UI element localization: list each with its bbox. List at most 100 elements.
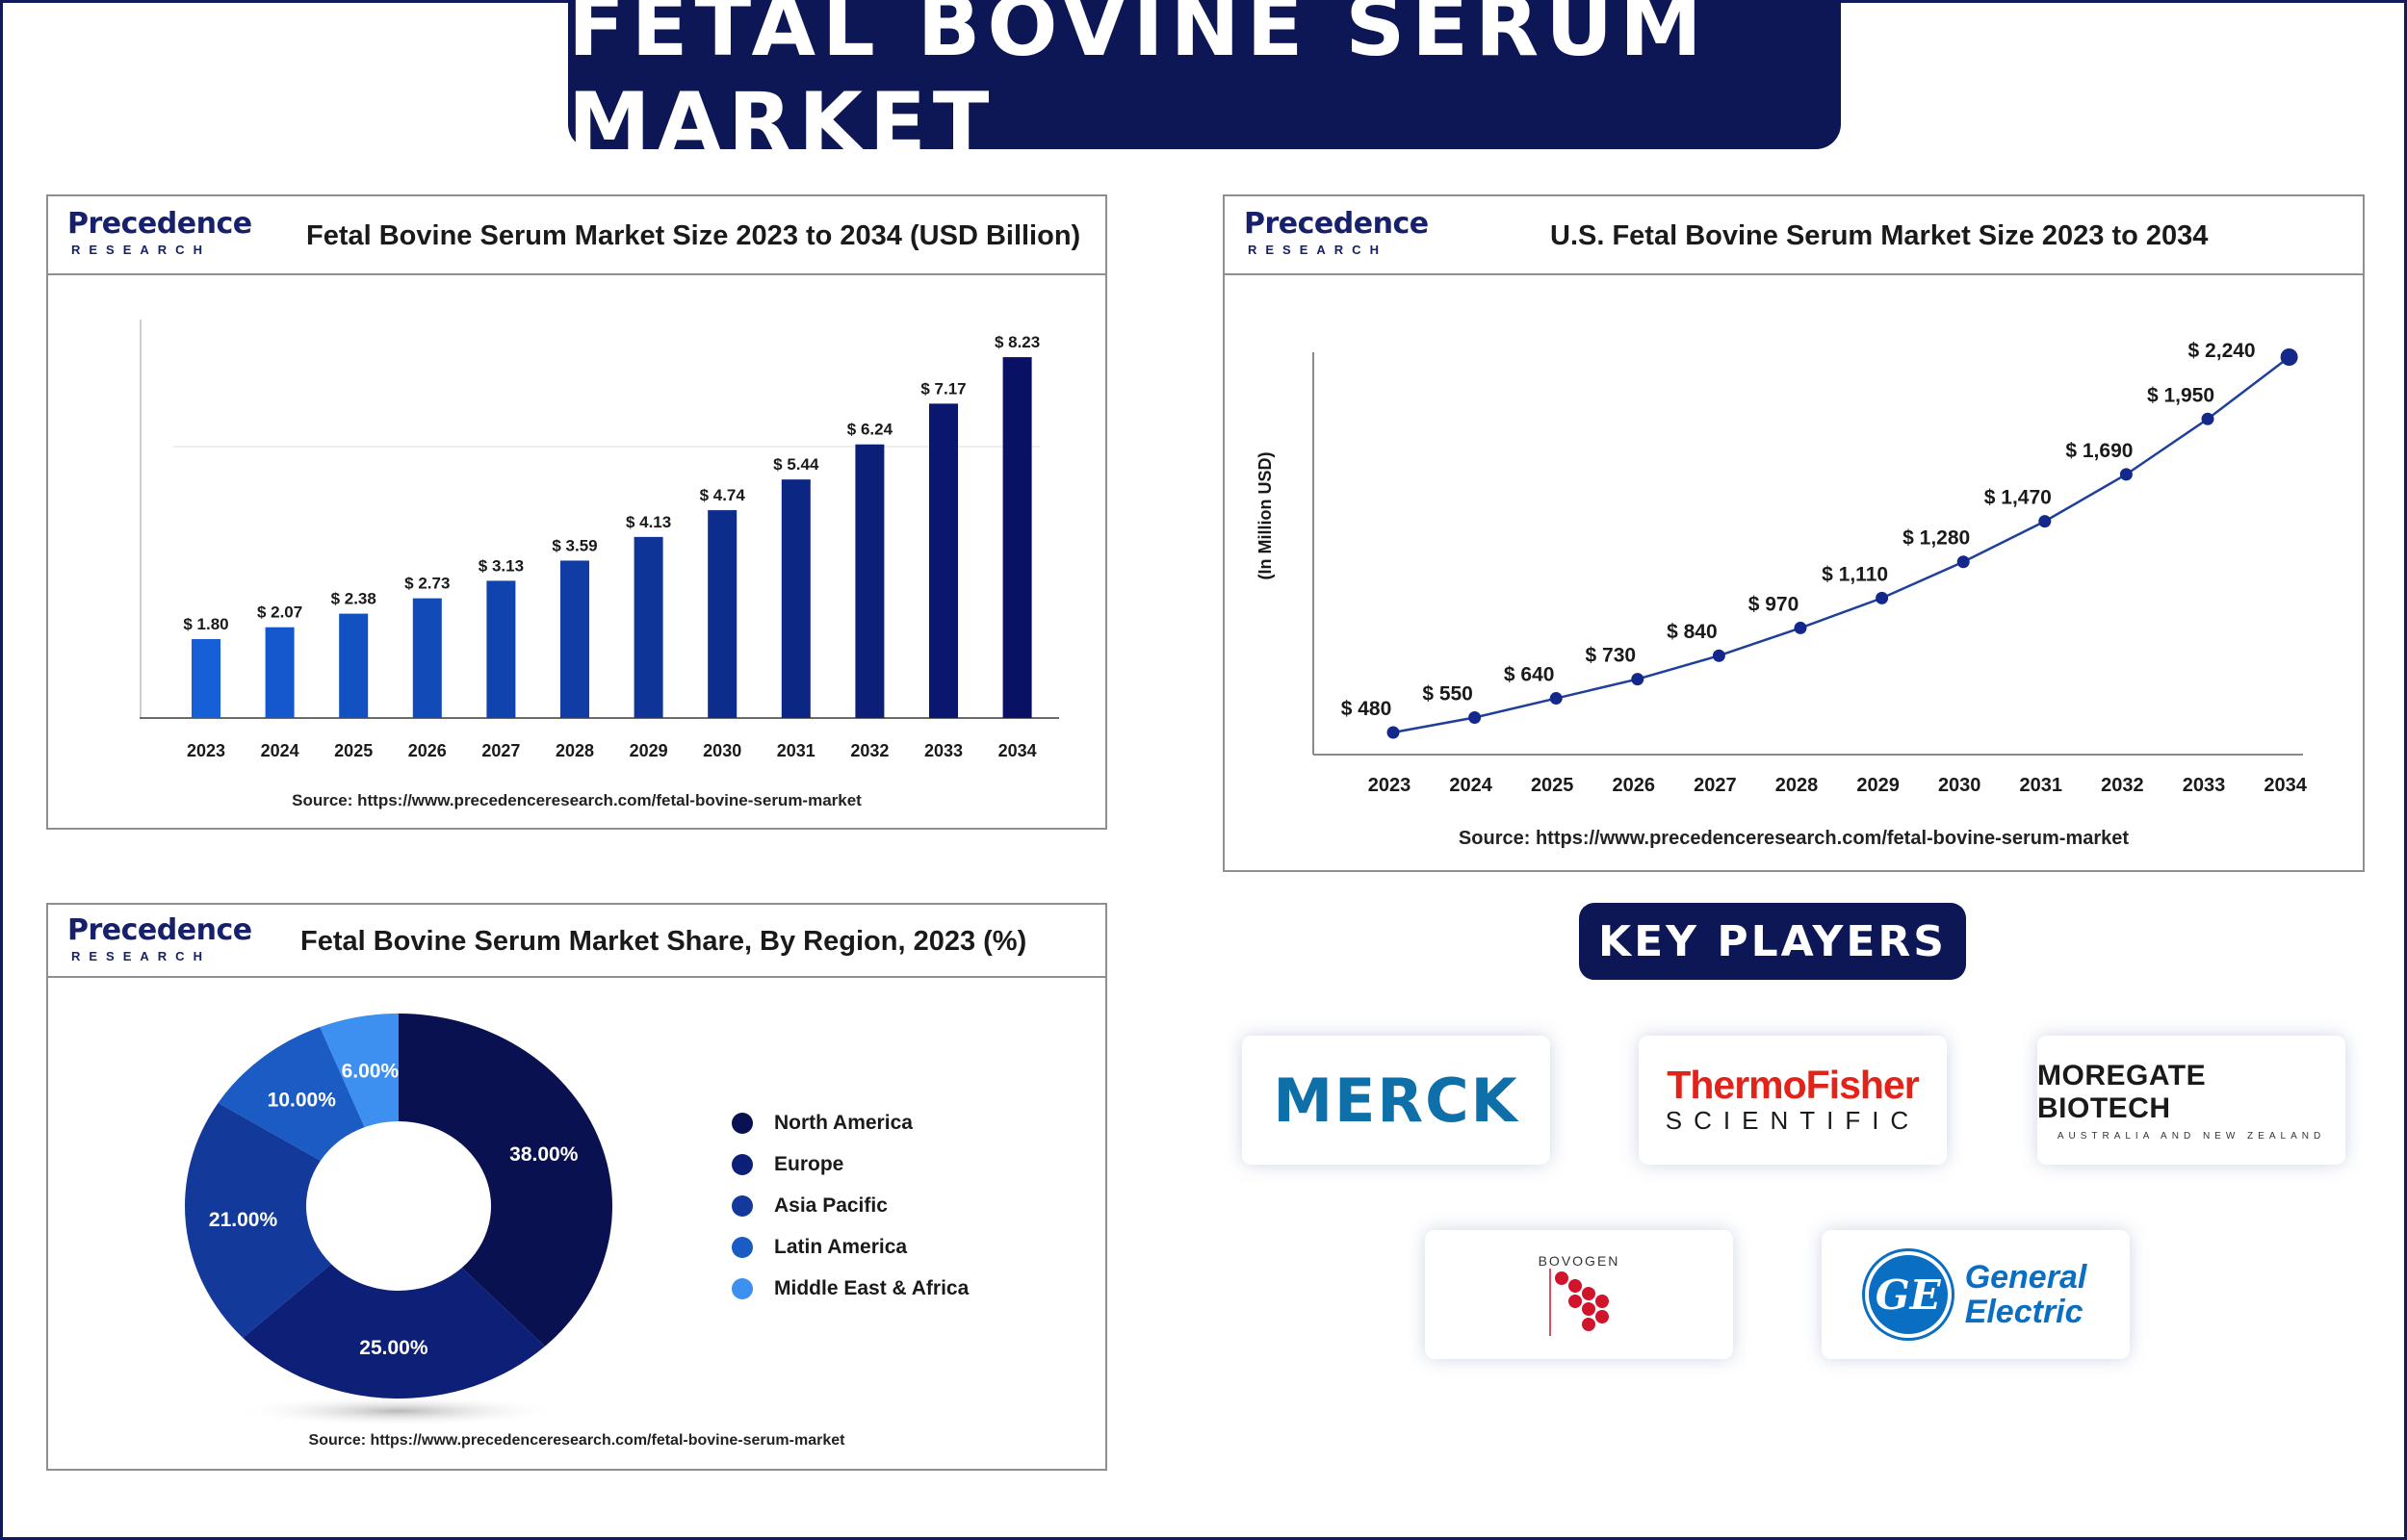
main-title: FETAL BOVINE SERUM MARKET bbox=[568, 0, 1841, 171]
legend-swatch bbox=[732, 1277, 753, 1299]
ge-mark: GE General Electric bbox=[1864, 1251, 2087, 1338]
x-tick-label: 2030 bbox=[703, 741, 741, 760]
data-point bbox=[1794, 621, 1807, 634]
legend-swatch bbox=[732, 1153, 753, 1175]
line-chart-header: Precedence RESEARCH U.S. Fetal Bovine Se… bbox=[1225, 196, 2363, 275]
x-tick-label: 2028 bbox=[556, 741, 594, 760]
data-point bbox=[1386, 726, 1400, 739]
bar-value-label: $ 6.24 bbox=[847, 421, 893, 439]
point-value-label: $ 970 bbox=[1748, 593, 1799, 615]
x-tick-label: 2034 bbox=[2264, 775, 2307, 796]
bar-value-label: $ 3.59 bbox=[552, 536, 597, 554]
x-tick-label: 2026 bbox=[1613, 775, 1656, 796]
bar bbox=[560, 560, 589, 718]
legend-label: Middle East & Africa bbox=[774, 1276, 970, 1299]
x-tick-label: 2023 bbox=[187, 741, 225, 760]
legend-swatch bbox=[732, 1112, 753, 1134]
slice-value-label: 21.00% bbox=[209, 1209, 278, 1231]
point-value-label: $ 480 bbox=[1341, 698, 1392, 720]
point-value-label: $ 1,470 bbox=[1984, 487, 2052, 509]
bar bbox=[634, 536, 663, 718]
bar bbox=[265, 627, 295, 718]
legend-label: Asia Pacific bbox=[774, 1194, 888, 1217]
ge-line1: General bbox=[1964, 1259, 2087, 1296]
data-point bbox=[1468, 710, 1482, 724]
bar bbox=[708, 510, 738, 718]
point-value-label: $ 840 bbox=[1667, 621, 1718, 643]
data-point bbox=[1956, 555, 1970, 569]
legend-item: Europe bbox=[732, 1143, 969, 1185]
donut-chart-title: Fetal Bovine Serum Market Share, By Regi… bbox=[300, 925, 1027, 957]
thermo-fisher-wordmark: ThermoFisher bbox=[1667, 1062, 1919, 1107]
data-point bbox=[1549, 692, 1563, 706]
hexagon-cluster-icon bbox=[1549, 1269, 1609, 1336]
x-tick-label: 2023 bbox=[1368, 775, 1411, 796]
x-tick-label: 2024 bbox=[1449, 775, 1492, 796]
line-chart: (In Million USD) $ 480 2023 $ 550 2024 $ 640 2… bbox=[1255, 340, 2308, 796]
brand-sub: RESEARCH bbox=[1248, 243, 1387, 257]
bar-chart-panel: Precedence RESEARCH Fetal Bovine Serum M… bbox=[46, 194, 1107, 830]
moregate-logo: MOREGATE BIOTECH AUSTRALIA AND NEW ZEALA… bbox=[2037, 1036, 2345, 1165]
legend-label: Latin America bbox=[774, 1235, 908, 1258]
x-tick-label: 2032 bbox=[2101, 775, 2144, 796]
donut-legend: North America Europe Asia Pacific Latin … bbox=[732, 1102, 969, 1309]
bar bbox=[339, 613, 369, 718]
bar bbox=[192, 639, 220, 718]
legend-item: Middle East & Africa bbox=[732, 1268, 969, 1309]
point-value-label: $ 1,950 bbox=[2147, 384, 2214, 406]
bar-chart-title: Fetal Bovine Serum Market Size 2023 to 2… bbox=[306, 219, 1081, 251]
line-chart-title: U.S. Fetal Bovine Serum Market Size 2023… bbox=[1550, 219, 2209, 251]
slice-value-label: 25.00% bbox=[359, 1337, 428, 1359]
legend-swatch bbox=[732, 1236, 753, 1258]
point-value-label: $ 1,690 bbox=[2065, 440, 2133, 462]
bar-chart-header: Precedence RESEARCH Fetal Bovine Serum M… bbox=[48, 196, 1105, 275]
bar-value-label: $ 5.44 bbox=[773, 455, 819, 474]
x-tick-label: 2030 bbox=[1938, 775, 1981, 796]
x-tick-label: 2032 bbox=[850, 741, 889, 760]
point-value-label: $ 1,280 bbox=[1902, 527, 1970, 550]
x-tick-label: 2027 bbox=[481, 741, 520, 760]
x-tick-label: 2026 bbox=[408, 741, 447, 760]
data-point bbox=[1712, 649, 1725, 662]
precedence-logo: Precedence RESEARCH bbox=[67, 916, 252, 968]
bar-value-label: $ 2.73 bbox=[404, 575, 450, 593]
legend-item: Asia Pacific bbox=[732, 1185, 969, 1226]
legend-label: North America bbox=[774, 1111, 913, 1134]
donut-slice bbox=[399, 1014, 612, 1347]
bar bbox=[855, 444, 885, 718]
precedence-logo: Precedence RESEARCH bbox=[67, 210, 252, 262]
point-value-label: $ 640 bbox=[1504, 664, 1555, 686]
precedence-logo: Precedence RESEARCH bbox=[1244, 210, 1429, 262]
donut-chart-panel: Precedence RESEARCH Fetal Bovine Serum M… bbox=[46, 903, 1107, 1471]
data-point bbox=[1876, 591, 1889, 604]
point-value-label: $ 2,240 bbox=[2188, 340, 2256, 362]
bar bbox=[781, 479, 811, 718]
bovogen-wordmark: BOVOGEN bbox=[1538, 1253, 1620, 1269]
ge-line2: Electric bbox=[1964, 1294, 2083, 1330]
ge-wordmark: General Electric bbox=[1965, 1260, 2087, 1329]
legend-item: North America bbox=[732, 1102, 969, 1143]
donut-slice bbox=[218, 1027, 365, 1161]
x-tick-label: 2024 bbox=[261, 741, 299, 760]
bovogen-mark: BOVOGEN bbox=[1539, 1253, 1620, 1336]
brand-sub: RESEARCH bbox=[71, 243, 211, 257]
bar-value-label: $ 3.13 bbox=[479, 556, 524, 575]
merck-logo: MERCK bbox=[1242, 1036, 1550, 1165]
merck-wordmark: MERCK bbox=[1273, 1065, 1519, 1136]
bovogen-logo: BOVOGEN bbox=[1425, 1230, 1733, 1359]
data-point bbox=[2119, 468, 2133, 481]
bar-chart: $ 1.80 2023 $ 2.07 2024 $ 2.38 2025 $ 2.73 2026… bbox=[140, 320, 1059, 760]
thermo-fisher-sub: SCIENTIFIC bbox=[1665, 1105, 1921, 1135]
y-axis-label: (In Million USD) bbox=[1255, 452, 1275, 580]
bar-value-label: $ 2.07 bbox=[257, 603, 302, 622]
donut-slice bbox=[185, 1102, 332, 1338]
x-tick-label: 2029 bbox=[1856, 775, 1900, 796]
bar bbox=[1002, 357, 1032, 718]
moregate-sub: AUSTRALIA AND NEW ZEALAND bbox=[2057, 1130, 2326, 1142]
x-tick-label: 2028 bbox=[1775, 775, 1819, 796]
bar-value-label: $ 4.74 bbox=[700, 486, 746, 504]
key-players-title: KEY PLAYERS bbox=[1579, 903, 1966, 980]
x-tick-label: 2029 bbox=[630, 741, 668, 760]
x-tick-label: 2033 bbox=[924, 741, 963, 760]
donut-slice bbox=[320, 1014, 399, 1128]
